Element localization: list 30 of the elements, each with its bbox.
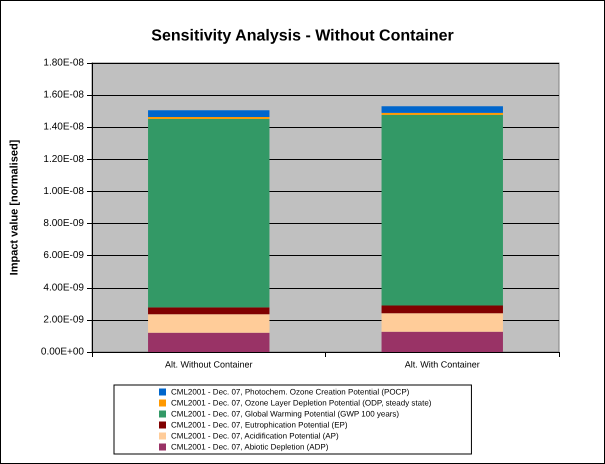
bar (382, 106, 503, 113)
y-tick-label: 1.80E-08 (43, 58, 84, 68)
y-tick-label: 0.00E+00 (40, 346, 84, 358)
legend-label: CML2001 - Dec. 07, Eutrophication Potential (EP) (171, 420, 348, 430)
x-tick-label: Alt. With Container (404, 360, 480, 370)
bar (382, 114, 503, 306)
y-tick-label: 1.60E-08 (43, 90, 84, 101)
y-tick-label: 4.00E-09 (43, 282, 84, 294)
y-tick-label: 1.40E-08 (43, 122, 84, 133)
bar (148, 118, 270, 308)
bar (382, 313, 503, 332)
y-tick-label: 8.00E-09 (43, 218, 84, 230)
x-tick-label: Alt. Without Container (164, 360, 253, 370)
y-tick-label: 6.00E-09 (43, 250, 84, 262)
bar (382, 332, 503, 352)
y-tick-label: 1.00E-08 (43, 186, 84, 197)
bar (382, 305, 503, 314)
chart-title: Sensitivity Analysis - Without Container (151, 28, 454, 44)
y-tick-label: 2.00E-09 (43, 314, 84, 326)
legend-label: CML2001 - Dec. 07, Abiotic Depletion (ADP) (171, 442, 329, 452)
bar (148, 314, 270, 333)
legend-label: CML2001 - Dec. 07, Global Warming Potential (GWP 100 years) (171, 410, 400, 418)
y-tick-label: 1.20E-08 (43, 154, 84, 165)
bar (148, 110, 270, 117)
bar (148, 332, 270, 352)
y-axis-title: Impact value [normalised] (8, 139, 20, 276)
legend-label: CML2001 - Dec. 07, Acidification Potential (AP) (171, 432, 339, 440)
legend-label: CML2001 - Dec. 07, Ozone Layer Depletion Potential (ODP, steady state) (171, 398, 432, 408)
legend-label: CML2001 - Dec. 07, Photochem. Ozone Creation Potential (POCP) (171, 388, 410, 396)
bar (148, 307, 270, 314)
